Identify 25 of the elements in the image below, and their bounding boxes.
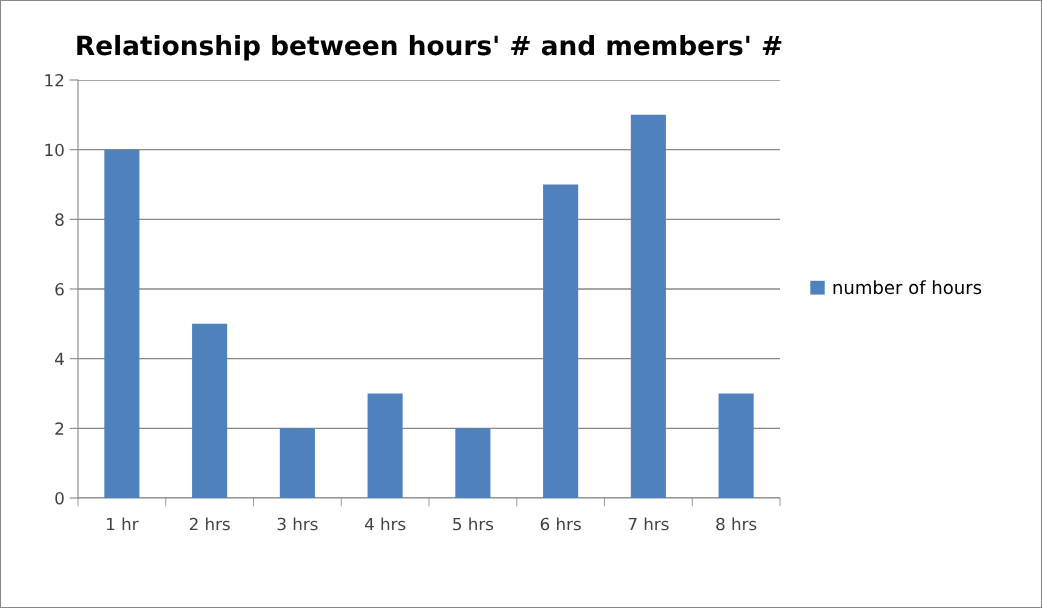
x-tick-label: 3 hrs	[277, 517, 318, 531]
bar	[455, 428, 491, 498]
bar	[718, 393, 754, 498]
bar	[367, 393, 403, 498]
x-tick-label: 8 hrs	[716, 517, 757, 531]
y-tick-label: 12	[45, 73, 64, 87]
bar	[543, 184, 579, 498]
y-tick-label: 4	[55, 352, 64, 365]
x-tick-label: 2 hrs	[189, 517, 230, 531]
y-tick-label: 8	[55, 213, 64, 226]
x-tick-label: 6 hrs	[540, 517, 581, 531]
y-tick-label: 2	[55, 422, 64, 435]
legend-label: number of hours	[833, 280, 982, 295]
x-tick-label: 5 hrs	[453, 517, 494, 531]
bar	[630, 114, 666, 498]
x-tick-label: 1 hr	[107, 517, 139, 531]
y-tick-label: 0	[55, 491, 64, 505]
bar	[279, 428, 315, 498]
y-tick-label: 10	[45, 143, 64, 157]
bar	[104, 149, 140, 498]
x-tick-label: 4 hrs	[364, 517, 406, 531]
y-tick-label: 6	[55, 282, 64, 296]
bar	[192, 323, 228, 498]
chart-title: Relationship between hours' # and members' #	[77, 34, 782, 61]
x-tick-label: 7 hrs	[628, 517, 669, 531]
